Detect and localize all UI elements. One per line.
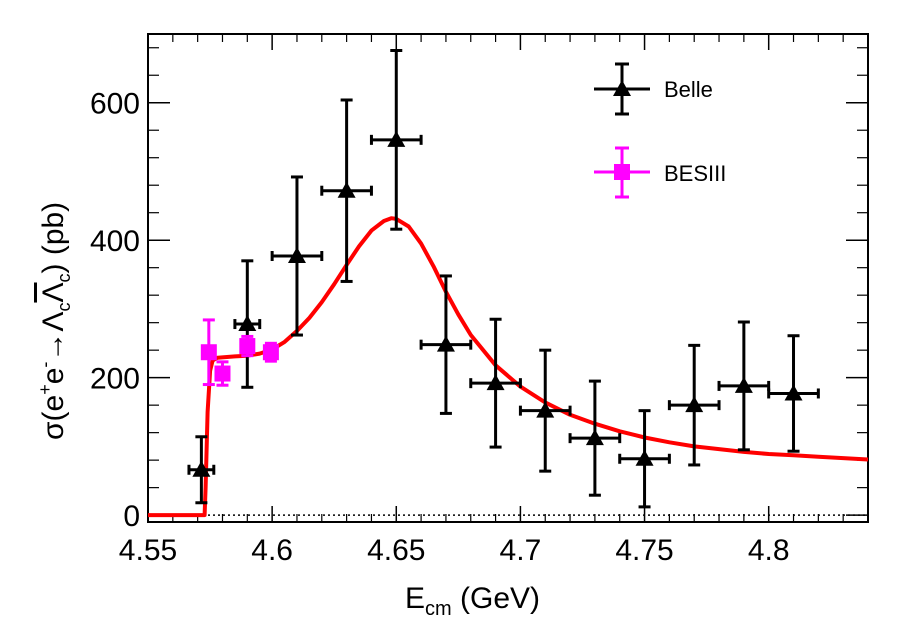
belle-data-point xyxy=(287,247,306,264)
belle-data-point xyxy=(436,335,455,352)
x-tick-label: 4.8 xyxy=(748,534,790,567)
belle-data-point xyxy=(192,460,211,477)
legend-entry-besiii: BESIII xyxy=(594,146,726,199)
besiii-data-point xyxy=(239,338,256,355)
besiii-data-point xyxy=(214,365,231,382)
legend-triangle-marker xyxy=(613,80,631,96)
belle-data-point xyxy=(685,396,704,413)
y-tick-label: 400 xyxy=(90,225,140,258)
belle-data-point xyxy=(635,449,654,466)
y-tick-label: 0 xyxy=(123,500,140,533)
besiii-data-point xyxy=(200,344,217,361)
y-tick-label: 600 xyxy=(90,88,140,121)
x-tick-label: 4.55 xyxy=(119,534,177,567)
legend-square-marker xyxy=(614,164,630,180)
plot-frame xyxy=(147,33,869,523)
legend-label-besiii: BESIII xyxy=(664,161,726,186)
belle-data-point xyxy=(337,181,356,198)
x-tick-label: 4.7 xyxy=(500,534,542,567)
x-tick-label: 4.75 xyxy=(615,534,673,567)
belle-data-point xyxy=(387,130,406,147)
legend-label-belle: Belle xyxy=(664,77,713,102)
y-axis-title: σ(e+e-→ΛcΛc) (pb) xyxy=(35,202,74,440)
x-tick-label: 4.6 xyxy=(251,534,293,567)
fit-curve xyxy=(148,216,869,518)
belle-data-point xyxy=(585,429,604,446)
belle-data-point xyxy=(734,376,753,393)
belle-data-point xyxy=(784,384,803,401)
legend-entry-belle: Belle xyxy=(594,62,713,116)
besiii-data-point xyxy=(262,344,279,361)
belle-data-point xyxy=(486,374,505,391)
y-tick-label: 200 xyxy=(90,363,140,396)
x-tick-label: 4.65 xyxy=(367,534,425,567)
belle-data-point xyxy=(238,315,257,332)
belle-data-point xyxy=(536,401,555,418)
legend: Belle BESIII xyxy=(594,62,726,199)
x-axis-title: Ecm (GeV) xyxy=(405,582,540,620)
